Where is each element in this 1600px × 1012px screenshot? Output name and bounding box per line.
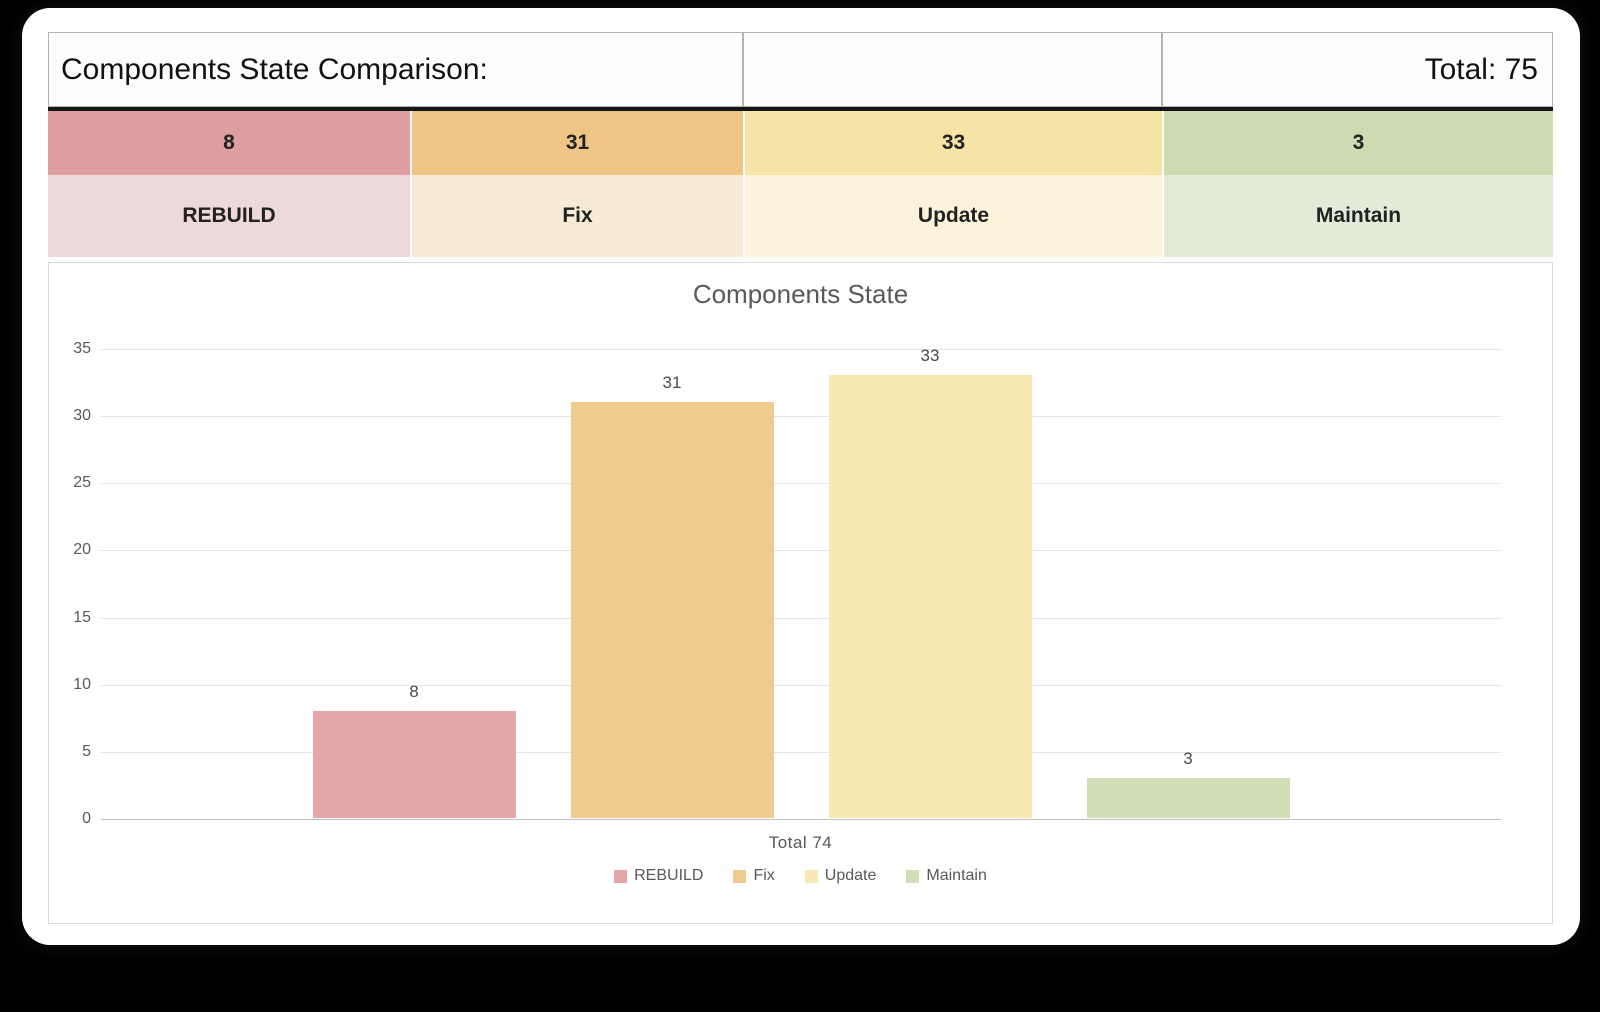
y-tick-label-15: 15 — [73, 608, 91, 626]
gridline-y-35 — [101, 349, 1501, 350]
summary-label-cell-maintain: Maintain — [1162, 175, 1553, 257]
summary-value-cell-update: 33 — [743, 111, 1162, 175]
legend-label-maintain: Maintain — [926, 867, 987, 884]
table-header-row: Components State Comparison: Total: 75 — [48, 32, 1553, 111]
chart-title: Components State — [692, 279, 909, 309]
legend-item-update: Update — [804, 867, 877, 885]
summary-value-cell-fix: 31 — [410, 111, 743, 175]
bar-fix — [570, 401, 774, 818]
header-empty-cell — [743, 32, 1162, 107]
legend-label-update: Update — [824, 867, 877, 884]
bar-data-label-maintain: 3 — [1183, 748, 1193, 768]
total-value: Total: 75 — [1162, 32, 1553, 107]
y-tick-label-30: 30 — [73, 407, 91, 425]
y-tick-label-20: 20 — [73, 541, 91, 559]
gridline-y-15 — [101, 617, 1501, 619]
legend-marker-rebuild — [614, 869, 628, 883]
bar-data-label-fix: 31 — [662, 372, 682, 392]
chart-region: Components State 0 5 10 15 20 25 30 35 8 31 33 3 To… — [48, 262, 1553, 924]
legend-item-fix: Fix — [733, 867, 775, 885]
summary-value-cell-maintain: 3 — [1162, 111, 1553, 175]
gridline-y-10 — [101, 684, 1501, 686]
summary-label-cell-rebuild: REBUILD — [48, 175, 410, 257]
table-title: Components State Comparison: — [48, 32, 743, 107]
y-tick-label-25: 25 — [73, 474, 91, 492]
bar-data-label-update: 33 — [920, 345, 940, 365]
legend-label-rebuild: REBUILD — [634, 867, 704, 884]
legend-marker-maintain — [906, 869, 920, 883]
chart-legend: REBUILD Fix Update Maintain — [49, 867, 1552, 885]
legend-item-rebuild: REBUILD — [614, 867, 703, 885]
bar-data-label-rebuild: 8 — [409, 681, 419, 701]
report-card: Components State Comparison: Total: 75 8… — [22, 8, 1580, 945]
y-tick-label-0: 0 — [82, 810, 91, 827]
bar-maintain — [1086, 777, 1290, 818]
bar-update — [828, 374, 1032, 818]
gridline-y-5 — [101, 751, 1501, 753]
summary-table: Components State Comparison: Total: 75 8… — [48, 32, 1553, 257]
legend-marker-fix — [733, 869, 747, 883]
x-axis-category-label: Total 74 — [768, 833, 833, 852]
summary-value-cell-rebuild: 8 — [48, 111, 410, 175]
y-tick-label-10: 10 — [73, 675, 91, 693]
legend-item-maintain: Maintain — [906, 867, 987, 885]
y-tick-label-35: 35 — [73, 340, 91, 357]
legend-label-fix: Fix — [753, 867, 775, 884]
value-row: 8 31 33 3 — [48, 111, 1553, 175]
plot-area: 0 5 10 15 20 25 30 35 8 31 33 3 — [73, 340, 1501, 827]
summary-label-cell-fix: Fix — [410, 175, 743, 257]
y-tick-label-5: 5 — [82, 742, 91, 760]
gridline-y-20 — [101, 550, 1501, 552]
legend-marker-update — [804, 869, 818, 883]
bar-rebuild — [312, 710, 516, 818]
gridline-y-25 — [101, 483, 1501, 485]
gridline-y-30 — [101, 416, 1501, 418]
x-axis-line — [101, 819, 1501, 820]
label-row: REBUILD Fix Update Maintain — [48, 175, 1553, 257]
summary-label-cell-update: Update — [743, 175, 1162, 257]
